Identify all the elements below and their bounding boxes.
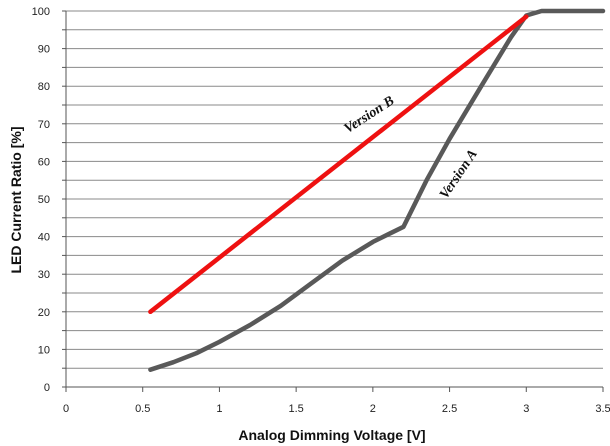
x-tick-label: 0	[63, 403, 69, 415]
x-tick-label: 0.5	[135, 403, 150, 415]
axes	[62, 10, 604, 392]
y-tick-label: 80	[38, 81, 50, 93]
series-lines	[148, 8, 606, 372]
series-line-version-b	[148, 14, 529, 315]
x-tick-label: 1.5	[288, 403, 303, 415]
x-tick-label: 2.5	[442, 403, 457, 415]
y-tick-label: 70	[38, 119, 50, 131]
y-tick-label: 60	[38, 156, 50, 168]
x-tick-label: 1	[216, 403, 222, 415]
y-tick-label: 40	[38, 232, 50, 244]
x-tick-label: 3.5	[595, 403, 610, 415]
y-tick-label: 0	[44, 382, 50, 394]
y-tick-label: 90	[38, 44, 50, 56]
x-tick-label: 3	[523, 403, 529, 415]
tick-labels: 0 10 20 30 40 50 60 70 80 90 100 0 0.5 1 1.5 2 2.5 3 3.5	[32, 6, 610, 415]
y-tick-label: 10	[38, 344, 50, 356]
series-label-version-a: Version A	[437, 147, 481, 202]
y-tick-label: 100	[32, 6, 50, 18]
y-tick-label: 30	[38, 269, 50, 281]
x-tick-label: 2	[370, 403, 376, 415]
y-tick-label: 20	[38, 307, 50, 319]
y-tick-label: 50	[38, 194, 50, 206]
series-line-version-a	[148, 8, 606, 372]
x-axis-title: Analog Dimming Voltage [V]	[238, 427, 425, 443]
y-axis-title: LED Current Ratio [%]	[8, 127, 24, 274]
series-label-version-b: Version B	[342, 94, 397, 137]
grid	[66, 10, 603, 369]
